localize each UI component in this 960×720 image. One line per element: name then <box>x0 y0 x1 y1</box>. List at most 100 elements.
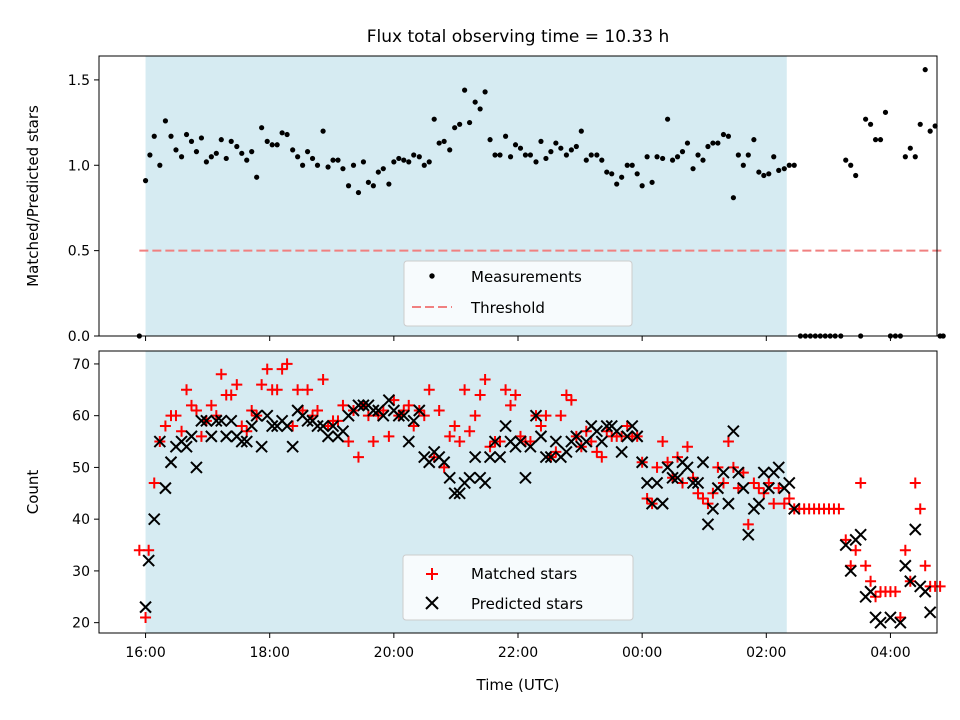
measurement-point <box>507 154 514 160</box>
measurement-point <box>416 154 422 160</box>
measurement-point <box>761 172 767 179</box>
y-tick-label: 50 <box>72 460 90 476</box>
predicted-star-point <box>139 600 152 614</box>
measurements-legend-label: Measurements <box>471 268 582 286</box>
matched-star-point <box>383 430 395 442</box>
predicted-star-point <box>280 419 294 433</box>
predicted-star-point <box>635 456 649 469</box>
measurement-point <box>766 171 772 177</box>
measurement-point <box>487 137 493 143</box>
measurement-point <box>705 143 711 150</box>
measurement-point <box>725 133 732 139</box>
predicted-star-point <box>923 606 937 619</box>
measurement-point <box>375 169 381 175</box>
measurement-point <box>309 155 316 162</box>
matched-star-point <box>236 420 248 432</box>
y-tick-label: 1.0 <box>68 158 90 174</box>
measurement-point <box>664 116 671 122</box>
predicted-star-point <box>904 575 917 588</box>
matched-star-point <box>261 363 273 375</box>
matched-star-point <box>423 384 435 396</box>
measurement-point <box>624 162 630 168</box>
matched-star-point <box>292 384 304 396</box>
measurement-point <box>720 131 727 138</box>
matched-star-point <box>860 560 872 572</box>
predicted-star-point <box>772 461 785 474</box>
predicted-star-point <box>918 585 932 598</box>
predicted-star-point <box>701 518 715 531</box>
predicted-star-point <box>621 430 634 443</box>
matched-legend-marker <box>426 568 438 580</box>
count-frame <box>98 350 938 634</box>
predicted-star-point <box>153 435 167 448</box>
matched-star-point <box>555 410 567 422</box>
matched-star-point <box>934 580 946 592</box>
matched-star-point <box>195 430 207 442</box>
measurement-point <box>781 166 787 172</box>
predicted-star-point <box>788 502 801 516</box>
matched-star-point <box>281 358 293 370</box>
measurement-point <box>411 152 417 158</box>
predicted-star-point <box>570 430 583 443</box>
matched-star-point <box>433 405 445 417</box>
matched-star-point <box>444 430 456 442</box>
measurement-point <box>151 133 157 139</box>
measurement-point <box>290 147 296 153</box>
measurement-point <box>756 169 762 175</box>
predicted-star-point <box>544 450 558 464</box>
predicted-star-point <box>610 424 623 438</box>
measurement-point <box>674 154 681 160</box>
measurement-point <box>239 150 245 156</box>
matched-star-point <box>312 405 324 417</box>
predicted-star-point <box>190 461 203 474</box>
measurement-point <box>543 155 549 162</box>
matched-star-point <box>540 410 552 422</box>
predicted-star-point <box>397 409 410 422</box>
predicted-star-point <box>686 476 700 490</box>
predicted-star-point <box>423 456 436 469</box>
matched-star-point <box>651 461 663 473</box>
predicted-star-point <box>722 497 735 510</box>
measurement-point <box>228 138 234 144</box>
predicted-star-point <box>240 435 253 448</box>
measurement-point <box>330 157 336 163</box>
measurement-point <box>477 106 483 112</box>
matched-star-point <box>170 410 182 422</box>
predicted-star-point <box>382 393 396 407</box>
measurement-point <box>548 149 554 155</box>
predicted-star-point <box>595 435 609 448</box>
y-tick-label: 40 <box>72 512 90 528</box>
predicted-legend-marker <box>425 596 439 610</box>
measurement-point <box>441 138 447 144</box>
matched-star-point <box>408 420 420 432</box>
predicted-star-point <box>453 487 466 500</box>
measurement-point <box>386 181 392 187</box>
count-y-label: Count <box>24 470 42 515</box>
predicted-star-point <box>514 435 527 448</box>
measurement-point <box>700 157 706 163</box>
measurement-point <box>254 174 260 180</box>
measurement-point <box>279 130 285 136</box>
matched-star-point <box>352 451 364 463</box>
y-tick-label: 30 <box>72 564 90 580</box>
predicted-star-point <box>706 502 720 516</box>
matched-star-point <box>565 394 577 406</box>
matched-star-point <box>205 399 217 411</box>
predicted-star-point <box>650 476 664 490</box>
count-legend-box <box>402 554 634 621</box>
measurement-point <box>604 169 610 175</box>
measurement-point <box>370 183 376 189</box>
ratio-legend: Measurements Threshold <box>403 260 633 327</box>
predicted-star-point <box>326 419 340 433</box>
measurement-point <box>527 152 534 158</box>
measurement-point <box>259 125 265 131</box>
measurement-point <box>396 155 402 162</box>
predicted-star-point <box>640 476 654 490</box>
predicted-star-point <box>615 445 628 459</box>
matched-star-point <box>403 399 415 411</box>
measurement-point <box>669 157 676 163</box>
predicted-star-point <box>255 440 268 453</box>
predicted-star-point <box>215 414 228 428</box>
measurement-point <box>848 162 854 168</box>
predicted-star-point <box>261 409 274 422</box>
